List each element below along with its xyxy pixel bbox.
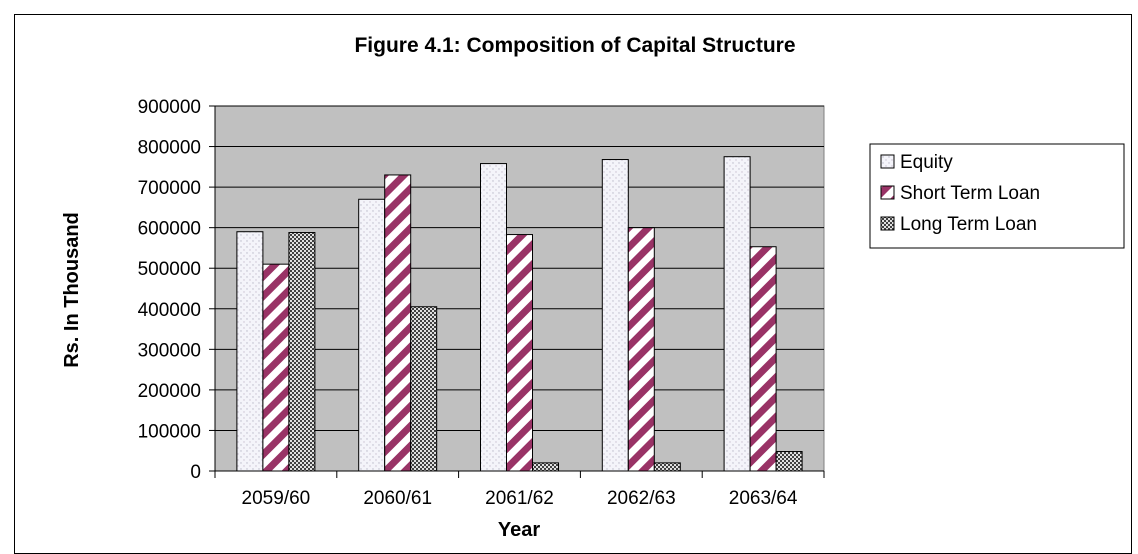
y-tick-label: 900000 bbox=[138, 97, 201, 118]
legend: Equity Short Term Loan Long Term Loan bbox=[869, 143, 1125, 249]
bar-equity bbox=[480, 163, 507, 472]
bar-long-term-loan bbox=[410, 306, 438, 472]
bar-short-term-loan bbox=[384, 174, 412, 472]
y-tick-label: 400000 bbox=[138, 300, 201, 321]
y-axis-ticks: 0 100000 200000 300000 400000 500000 600000 700… bbox=[138, 97, 215, 483]
y-tick-label: 200000 bbox=[138, 381, 201, 402]
x-tick-label: 2060/61 bbox=[363, 488, 432, 509]
bar-long-term-loan bbox=[653, 462, 681, 472]
legend-label: Short Term Loan bbox=[900, 183, 1040, 204]
y-tick-label: 0 bbox=[190, 462, 201, 483]
bar-long-term-loan bbox=[775, 451, 803, 472]
x-axis-title: Year bbox=[498, 519, 540, 541]
y-tick-label: 600000 bbox=[138, 219, 201, 240]
bar-equity bbox=[358, 198, 386, 472]
bars bbox=[236, 156, 803, 472]
legend-swatch bbox=[880, 185, 895, 200]
legend-label: Long Term Loan bbox=[900, 214, 1037, 235]
legend-swatch bbox=[880, 216, 895, 231]
x-tick-label: 2059/60 bbox=[242, 488, 311, 509]
bar-equity bbox=[601, 159, 629, 472]
bar-long-term-loan bbox=[288, 232, 316, 472]
y-axis-title: Rs. In Thousand bbox=[61, 212, 83, 368]
bar-equity bbox=[723, 156, 751, 472]
chart-title: Figure 4.1: Composition of Capital Struc… bbox=[354, 34, 795, 57]
x-tick-label: 2062/63 bbox=[607, 488, 676, 509]
bar-short-term-loan bbox=[749, 246, 777, 472]
bar-equity bbox=[236, 231, 264, 472]
legend-box bbox=[869, 143, 1125, 249]
bar-short-term-loan bbox=[506, 234, 533, 472]
bar-short-term-loan bbox=[627, 227, 655, 472]
y-tick-label: 800000 bbox=[138, 138, 201, 159]
x-tick-label: 2061/62 bbox=[485, 488, 554, 509]
y-tick-label: 100000 bbox=[138, 421, 201, 442]
bar-long-term-loan bbox=[532, 462, 559, 472]
y-tick-label: 700000 bbox=[138, 178, 201, 199]
y-tick-label: 300000 bbox=[138, 340, 201, 361]
legend-label: Equity bbox=[900, 152, 953, 173]
x-axis-ticks: 2059/60 2060/61 2061/62 2062/63 2063/64 bbox=[214, 471, 825, 509]
x-tick-label: 2063/64 bbox=[729, 488, 798, 509]
legend-swatch bbox=[880, 154, 895, 169]
y-tick-label: 500000 bbox=[138, 259, 201, 280]
bar-short-term-loan bbox=[262, 263, 290, 472]
